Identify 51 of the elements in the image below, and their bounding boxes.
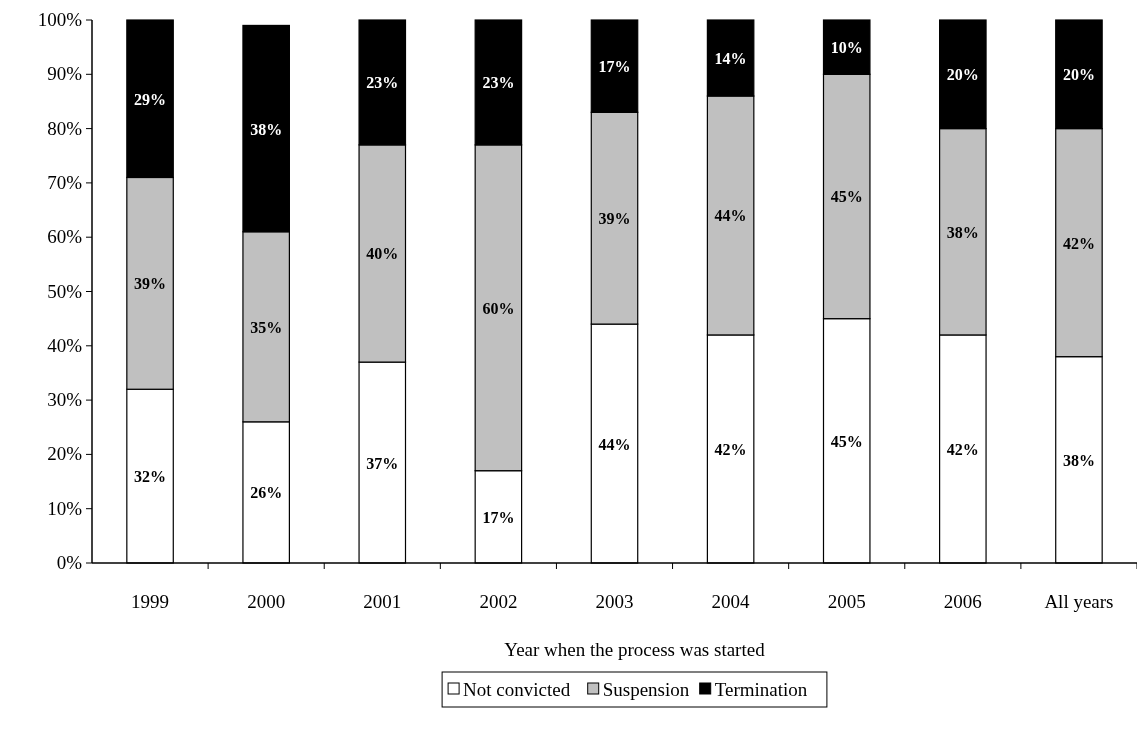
legend-label: Not convicted xyxy=(463,679,571,700)
x-tick-label: 2004 xyxy=(711,591,751,612)
x-tick-label: 2003 xyxy=(595,591,634,612)
data-label: 20% xyxy=(946,66,979,84)
y-tick-label: 60% xyxy=(47,226,83,248)
data-label: 23% xyxy=(366,74,399,92)
data-label: 38% xyxy=(1062,451,1095,469)
data-label: 42% xyxy=(1062,234,1095,252)
data-label: 38% xyxy=(250,120,283,138)
x-tick-label: All years xyxy=(1044,591,1114,612)
x-axis-title: Year when the process was started xyxy=(504,639,766,660)
data-label: 10% xyxy=(830,39,863,57)
data-label: 35% xyxy=(250,318,283,336)
data-label: 60% xyxy=(482,299,515,317)
y-tick-label: 40% xyxy=(47,334,83,356)
data-label: 23% xyxy=(482,74,515,92)
data-label: 26% xyxy=(250,484,283,502)
data-label: 42% xyxy=(714,440,747,458)
x-tick-label: 2005 xyxy=(827,591,866,612)
x-tick-label: 1999 xyxy=(131,591,170,612)
data-label: 32% xyxy=(134,468,167,486)
data-label: 17% xyxy=(482,508,515,526)
y-tick-label: 50% xyxy=(47,280,83,302)
legend-label: Suspension xyxy=(602,679,690,700)
y-tick-label: 70% xyxy=(47,171,83,193)
data-label: 44% xyxy=(598,435,631,453)
data-label: 17% xyxy=(598,58,631,76)
data-label: 40% xyxy=(366,245,399,263)
y-tick-label: 10% xyxy=(47,497,83,519)
legend-label: Termination xyxy=(714,679,808,700)
data-label: 39% xyxy=(598,210,631,228)
data-label: 14% xyxy=(714,50,747,68)
data-label: 20% xyxy=(1062,66,1095,84)
data-label: 45% xyxy=(830,188,863,206)
data-label: 29% xyxy=(134,90,167,108)
y-tick-label: 30% xyxy=(47,389,83,411)
data-label: 44% xyxy=(714,207,747,225)
data-label: 39% xyxy=(134,275,167,293)
y-tick-label: 90% xyxy=(47,63,83,85)
y-tick-label: 80% xyxy=(47,117,83,139)
data-label: 45% xyxy=(830,432,863,450)
x-tick-label: 2002 xyxy=(479,591,518,612)
x-tick-label: 2001 xyxy=(363,591,402,612)
data-label: 37% xyxy=(366,454,399,472)
y-tick-label: 20% xyxy=(47,443,83,465)
y-tick-label: 100% xyxy=(37,9,83,30)
data-label: 38% xyxy=(946,223,979,241)
y-tick-label: 0% xyxy=(56,552,83,573)
x-tick-label: 2000 xyxy=(247,591,286,612)
data-label: 42% xyxy=(946,440,979,458)
x-tick-label: 2006 xyxy=(943,591,982,612)
